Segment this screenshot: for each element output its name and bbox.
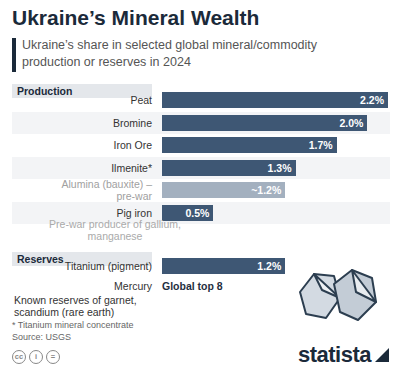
- brand-icon: [375, 348, 389, 362]
- category-label: Peat: [40, 85, 152, 115]
- rock-shape: [352, 270, 376, 302]
- rock-icon: [292, 262, 382, 332]
- brand: statista: [298, 342, 371, 368]
- annotation: Pre-war producer of gallium, manganese: [40, 218, 190, 242]
- title: Ukraine’s Mineral Wealth: [12, 6, 259, 30]
- license-icon: cc: [12, 350, 26, 364]
- subtitle: Ukraine’s share in selected global miner…: [22, 37, 372, 71]
- rock-shape: [300, 274, 340, 318]
- footnote: * Titanium mineral concentrate: [12, 320, 134, 330]
- data-label: ~1.2%: [221, 182, 281, 198]
- category-label: Alumina (bauxite) – pre-war: [40, 175, 152, 205]
- category-label: Iron Ore: [40, 130, 152, 160]
- data-label: 2.2%: [324, 92, 384, 108]
- category-label: Titanium (pigment): [40, 251, 152, 281]
- license-icon: i: [29, 350, 43, 364]
- data-label: 1.7%: [273, 137, 333, 153]
- bar: [162, 92, 388, 108]
- data-label: 1.3%: [232, 160, 292, 176]
- data-label: 2.0%: [303, 115, 363, 131]
- annotation: Known reserves of garnet, scandium (rare…: [14, 294, 184, 318]
- license-icon: =: [46, 350, 60, 364]
- subtitle-bar: [12, 38, 16, 72]
- source: Source: USGS: [12, 332, 71, 342]
- data-label: Global top 8: [162, 278, 223, 294]
- category-label: Bromine: [40, 108, 152, 138]
- rock-shape: [334, 270, 376, 320]
- data-label: 1.2%: [221, 258, 281, 274]
- bar: [162, 115, 367, 131]
